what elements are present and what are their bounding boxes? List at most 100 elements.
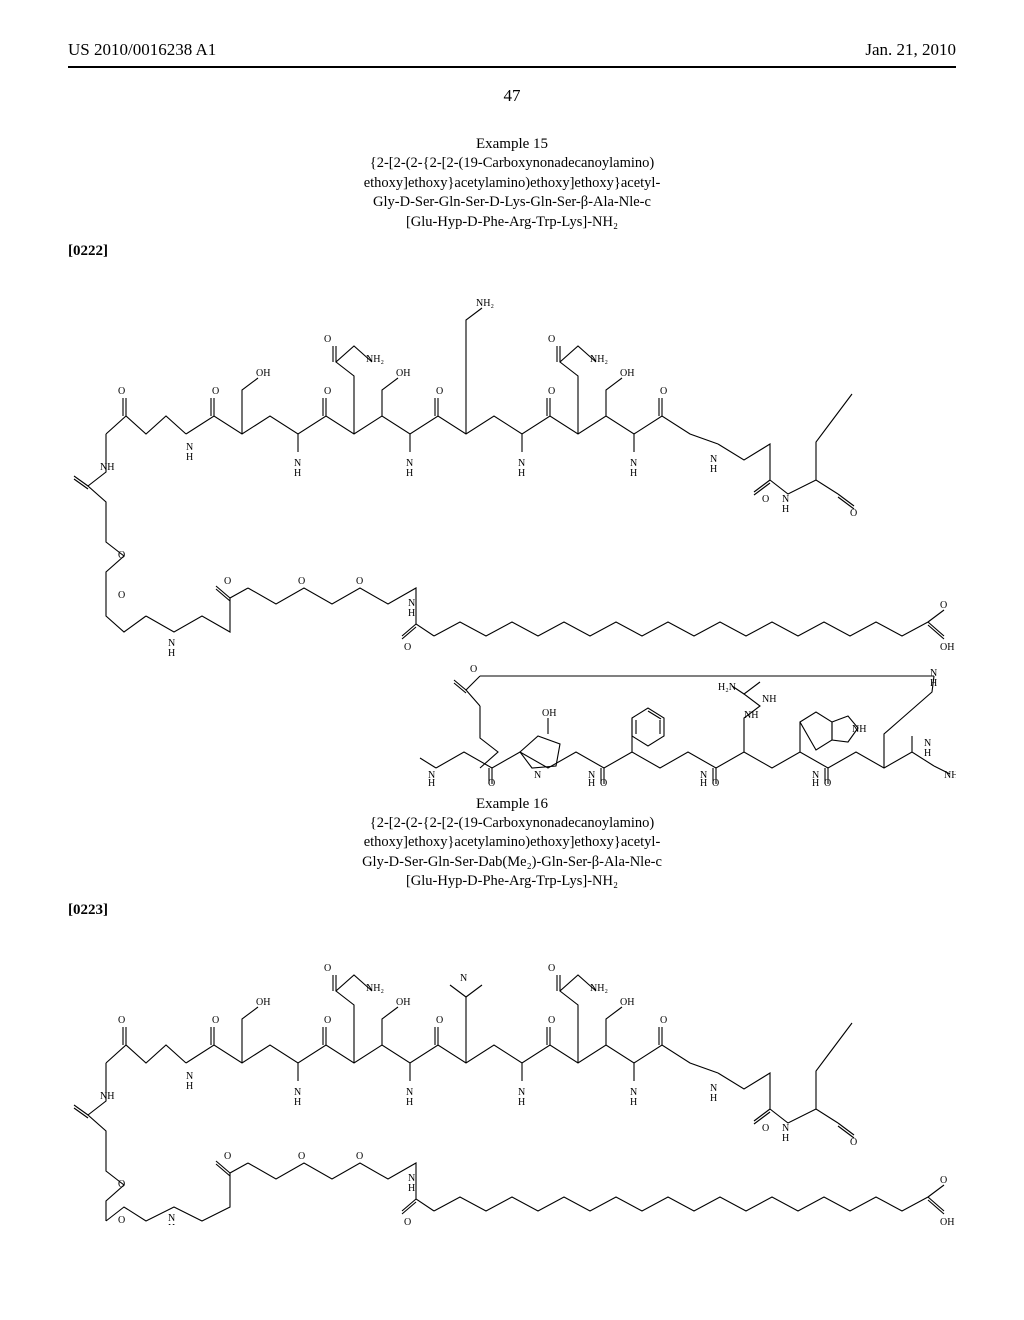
svg-text:O: O: [356, 1151, 363, 1162]
example-15-heading: Example 15 {2-[2-(2-{2-[2-(19-Carboxynon…: [68, 134, 956, 233]
svg-text:NH₂: NH₂: [944, 770, 956, 781]
svg-text:OH: OH: [620, 368, 634, 379]
svg-text:OH: OH: [396, 368, 410, 379]
svg-text:N: N: [460, 973, 467, 984]
patent-page: US 2010/0016238 A1 Jan. 21, 2010 47 Exam…: [0, 0, 1024, 1320]
svg-text:O: O: [548, 963, 555, 974]
svg-text:O: O: [762, 1123, 769, 1134]
svg-text:OH: OH: [256, 997, 270, 1008]
svg-text:O: O: [600, 778, 607, 786]
svg-text:H: H: [518, 468, 525, 479]
svg-text:O: O: [940, 1175, 947, 1186]
svg-text:N: N: [930, 668, 937, 679]
svg-text:H: H: [294, 468, 301, 479]
svg-text:O: O: [548, 386, 555, 397]
svg-text:O: O: [404, 642, 411, 653]
example-16-heading: Example 16 {2-[2-(2-{2-[2-(19-Carboxynon…: [68, 794, 956, 893]
svg-text:O: O: [118, 386, 125, 397]
svg-text:NH₂: NH₂: [590, 983, 608, 994]
chemical-structure-example-15: O OH ONH₂ OH NH₂ ONH₂ OH NH NH NH NH NH …: [68, 266, 956, 786]
svg-text:H: H: [812, 778, 819, 786]
svg-text:NH: NH: [100, 1091, 114, 1102]
example-16-name-line-4: [Glu-Hyp-D-Phe-Arg-Trp-Lys]-NH₂: [68, 872, 956, 892]
svg-text:O: O: [824, 778, 831, 786]
svg-text:H: H: [710, 464, 717, 475]
svg-text:O: O: [118, 1015, 125, 1026]
svg-text:O: O: [850, 508, 857, 519]
publication-number: US 2010/0016238 A1: [68, 40, 216, 60]
svg-text:H: H: [168, 1223, 175, 1225]
example-15-name-line-4: [Glu-Hyp-D-Phe-Arg-Trp-Lys]-NH₂: [68, 213, 956, 233]
svg-text:NH: NH: [762, 694, 776, 705]
svg-text:O: O: [356, 576, 363, 587]
svg-text:H: H: [294, 1097, 301, 1108]
svg-text:OH: OH: [620, 997, 634, 1008]
svg-text:O: O: [850, 1137, 857, 1148]
paragraph-number-0223: [0223]: [68, 902, 956, 919]
svg-text:O: O: [118, 1179, 125, 1190]
svg-text:H: H: [186, 1081, 193, 1092]
svg-text:OH: OH: [940, 1217, 954, 1225]
publication-date: Jan. 21, 2010: [865, 40, 956, 60]
running-header: US 2010/0016238 A1 Jan. 21, 2010: [68, 40, 956, 60]
example-15-title: Example 15: [68, 134, 956, 154]
svg-text:O: O: [212, 1015, 219, 1026]
svg-text:NH₂: NH₂: [366, 354, 384, 365]
svg-text:H: H: [518, 1097, 525, 1108]
example-15-name-line-1: {2-[2-(2-{2-[2-(19-Carboxynonadecanoylam…: [68, 154, 956, 174]
svg-text:O: O: [324, 386, 331, 397]
svg-text:NH: NH: [100, 462, 114, 473]
svg-text:N: N: [534, 770, 541, 781]
svg-text:H: H: [168, 648, 175, 659]
svg-text:O: O: [548, 334, 555, 345]
svg-text:NH₂: NH₂: [590, 354, 608, 365]
svg-text:O: O: [404, 1217, 411, 1225]
svg-text:O: O: [118, 1215, 125, 1225]
svg-text:NH₂: NH₂: [476, 298, 494, 309]
svg-text:O: O: [324, 963, 331, 974]
svg-text:O: O: [224, 1151, 231, 1162]
svg-text:O: O: [298, 576, 305, 587]
svg-text:OH: OH: [396, 997, 410, 1008]
example-16-name-line-3: Gly-D-Ser-Gln-Ser-Dab(Me₂)-Gln-Ser-β-Ala…: [68, 853, 956, 873]
svg-text:H: H: [782, 504, 789, 515]
svg-text:O: O: [548, 1015, 555, 1026]
svg-text:H: H: [408, 1183, 415, 1194]
svg-text:H₂N: H₂N: [718, 682, 736, 693]
svg-text:OH: OH: [256, 368, 270, 379]
example-15-name-line-3: Gly-D-Ser-Gln-Ser-D-Lys-Gln-Ser-β-Ala-Nl…: [68, 193, 956, 213]
svg-text:H: H: [930, 678, 937, 689]
svg-text:O: O: [712, 778, 719, 786]
svg-text:H: H: [408, 608, 415, 619]
svg-text:O: O: [470, 664, 477, 675]
svg-text:H: H: [700, 778, 707, 786]
svg-text:H: H: [630, 468, 637, 479]
svg-text:O: O: [212, 386, 219, 397]
svg-text:H: H: [406, 1097, 413, 1108]
svg-text:H: H: [588, 778, 595, 786]
svg-text:NH: NH: [852, 724, 866, 735]
svg-text:H: H: [186, 452, 193, 463]
svg-text:H: H: [924, 748, 931, 759]
example-16-name-line-1: {2-[2-(2-{2-[2-(19-Carboxynonadecanoylam…: [68, 814, 956, 834]
svg-text:OH: OH: [940, 642, 954, 653]
svg-text:O: O: [118, 550, 125, 561]
header-rule: [68, 66, 956, 68]
example-16-title: Example 16: [68, 794, 956, 814]
svg-text:H: H: [406, 468, 413, 479]
svg-text:O: O: [660, 386, 667, 397]
example-15-name-line-2: ethoxy]ethoxy}acetylamino)ethoxy]ethoxy}…: [68, 174, 956, 194]
svg-text:H: H: [428, 778, 435, 786]
svg-text:NH: NH: [744, 710, 758, 721]
chemical-structure-example-16: O OH ONH₂ OH N ONH₂ OH NH NH NH NH NH NH…: [68, 925, 956, 1225]
svg-text:NH₂: NH₂: [366, 983, 384, 994]
svg-text:O: O: [488, 778, 495, 786]
svg-text:O: O: [118, 590, 125, 601]
page-number: 47: [68, 86, 956, 106]
example-16-name-line-2: ethoxy]ethoxy}acetylamino)ethoxy]ethoxy}…: [68, 833, 956, 853]
svg-text:O: O: [324, 334, 331, 345]
svg-text:H: H: [782, 1133, 789, 1144]
svg-text:O: O: [224, 576, 231, 587]
svg-text:O: O: [436, 1015, 443, 1026]
svg-text:O: O: [940, 600, 947, 611]
